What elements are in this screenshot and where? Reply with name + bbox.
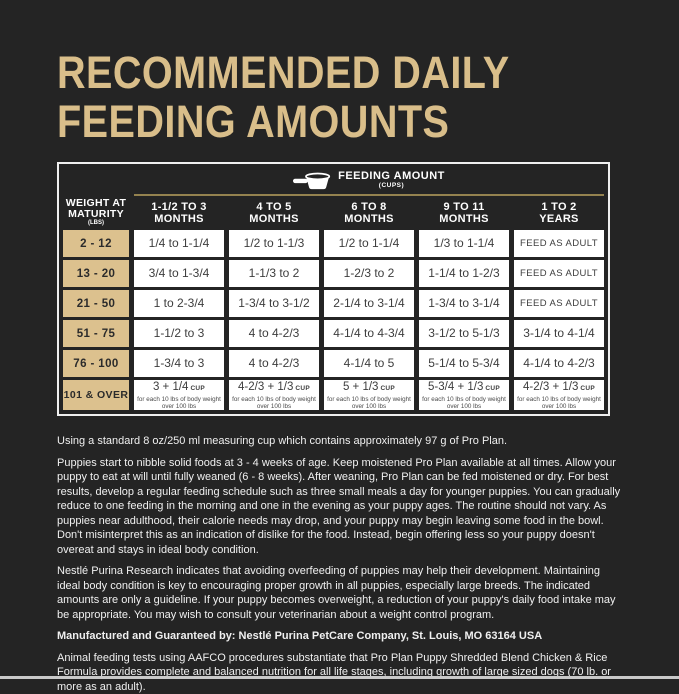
feeding-amount-cell: FEED AS ADULT <box>514 290 604 317</box>
cup-unit-label: CUP <box>380 382 395 395</box>
cup-unit-label: CUP <box>580 382 595 395</box>
column-unit: MONTHS <box>324 213 414 225</box>
weight-header-unit: (LBS) <box>63 220 129 227</box>
feeding-amount-cell: 1-1/3 to 2 <box>229 260 319 287</box>
feeding-amount-cell: 1/4 to 1-1/4 <box>134 230 224 257</box>
column-range: 4 TO 5 <box>229 201 319 213</box>
column-header-age-2: 4 TO 5 MONTHS <box>229 198 319 227</box>
feeding-amount-cell: 4-1/4 to 4-2/3 <box>514 350 604 377</box>
column-unit: MONTHS <box>419 213 509 225</box>
per-10lbs-note: for each 10 lbs of body weight over 100 … <box>324 396 414 410</box>
feeding-amount-cell: FEED AS ADULT <box>514 230 604 257</box>
weight-cell: 51 - 75 <box>63 320 129 347</box>
feeding-amount-cell: 3-1/2 to 5-1/3 <box>419 320 509 347</box>
feeding-amount-cell: 4-1/4 to 4-3/4 <box>324 320 414 347</box>
feeding-amount-cell: 1-3/4 to 3 <box>134 350 224 377</box>
column-range: 6 TO 8 <box>324 201 414 213</box>
weight-cell: 2 - 12 <box>63 230 129 257</box>
weight-cell: 101 & OVER <box>63 380 129 410</box>
paragraph-feeding-guidance: Puppies start to nibble solid foods at 3… <box>57 456 623 558</box>
weight-header-line2: MATURITY <box>63 209 129 220</box>
feeding-guide-page: RECOMMENDED DAILY FEEDING AMOUNTS FEEDIN… <box>0 0 679 679</box>
column-header-age-4: 9 TO 11 MONTHS <box>419 198 509 227</box>
column-header-age-3: 6 TO 8 MONTHS <box>324 198 414 227</box>
weight-cell: 76 - 100 <box>63 350 129 377</box>
feeding-amount-cell: 4-1/4 to 5 <box>324 350 414 377</box>
column-header-age-1: 1-1/2 TO 3 MONTHS <box>134 198 224 227</box>
feeding-amount-cell: 1-1/2 to 3 <box>134 320 224 347</box>
feeding-amount-label-wrap: FEEDING AMOUNT (CUPS) <box>338 171 445 190</box>
per-10lbs-note: for each 10 lbs of body weight over 100 … <box>229 396 319 410</box>
per-10lbs-note: for each 10 lbs of body weight over 100 … <box>419 396 509 410</box>
gold-divider-line <box>134 194 604 196</box>
feeding-amount-label: FEEDING AMOUNT <box>338 171 445 182</box>
column-range: 9 TO 11 <box>419 201 509 213</box>
feeding-amount-cell: 3-1/4 to 4-1/4 <box>514 320 604 347</box>
paragraph-research-note: Nestlé Purina Research indicates that av… <box>57 564 623 622</box>
weight-cell: 13 - 20 <box>63 260 129 287</box>
per-10lbs-note: for each 10 lbs of body weight over 100 … <box>134 396 224 410</box>
cup-unit-label: CUP <box>485 382 500 395</box>
column-header-age-5: 1 TO 2 YEARS <box>514 198 604 227</box>
feeding-amount-cell: 1-3/4 to 3-1/4 <box>419 290 509 317</box>
feeding-amount-cell: 3/4 to 1-3/4 <box>134 260 224 287</box>
page-title: RECOMMENDED DAILY FEEDING AMOUNTS <box>57 48 555 146</box>
feeding-amount-unit-label: (CUPS) <box>338 182 445 190</box>
column-headers: WEIGHT AT MATURITY (LBS) 1-1/2 TO 3 MONT… <box>63 198 604 226</box>
feeding-amount-cell: 4 to 4-2/3 <box>229 320 319 347</box>
measuring-cup-icon <box>293 171 331 190</box>
feeding-amount-cell: 1-3/4 to 3-1/2 <box>229 290 319 317</box>
feeding-table: FEEDING AMOUNT (CUPS) WEIGHT AT MATURITY… <box>57 162 610 416</box>
column-unit: YEARS <box>514 213 604 225</box>
body-copy: Using a standard 8 oz/250 ml measuring c… <box>57 434 623 694</box>
weight-at-maturity-header: WEIGHT AT MATURITY (LBS) <box>63 198 129 227</box>
per-10lbs-note: for each 10 lbs of body weight over 100 … <box>514 396 604 410</box>
feeding-amount-cell: 5-1/4 to 5-3/4 <box>419 350 509 377</box>
feeding-amount-cell: 4 to 4-2/3 <box>229 350 319 377</box>
feeding-amount-cell: 1/2 to 1-1/4 <box>324 230 414 257</box>
column-unit: MONTHS <box>229 213 319 225</box>
feeding-amount-cell: 1/3 to 1-1/4 <box>419 230 509 257</box>
feeding-amount-cell: 1-1/4 to 1-2/3 <box>419 260 509 287</box>
feeding-amount-cell: FEED AS ADULT <box>514 260 604 287</box>
paragraph-measuring-cup: Using a standard 8 oz/250 ml measuring c… <box>57 434 623 449</box>
weight-cell: 21 - 50 <box>63 290 129 317</box>
cup-unit-label: CUP <box>295 382 310 395</box>
column-range: 1-1/2 TO 3 <box>134 201 224 213</box>
feeding-amount-cell: 1/2 to 1-1/3 <box>229 230 319 257</box>
feeding-amount-cell: 1-2/3 to 2 <box>324 260 414 287</box>
page-title-line2: FEEDING AMOUNTS <box>57 97 555 146</box>
feeding-amount-header: FEEDING AMOUNT (CUPS) <box>134 168 604 192</box>
column-range: 1 TO 2 <box>514 201 604 213</box>
paragraph-aafco-statement: Animal feeding tests using AAFCO procedu… <box>57 651 623 694</box>
feeding-amount-cell: 1 to 2-3/4 <box>134 290 224 317</box>
cup-unit-label: CUP <box>190 382 205 395</box>
page-title-line1: RECOMMENDED DAILY <box>57 48 555 97</box>
paragraph-manufacturer: Manufactured and Guaranteed by: Nestlé P… <box>57 629 623 644</box>
feeding-amount-cell: 2-1/4 to 3-1/4 <box>324 290 414 317</box>
column-unit: MONTHS <box>134 213 224 225</box>
